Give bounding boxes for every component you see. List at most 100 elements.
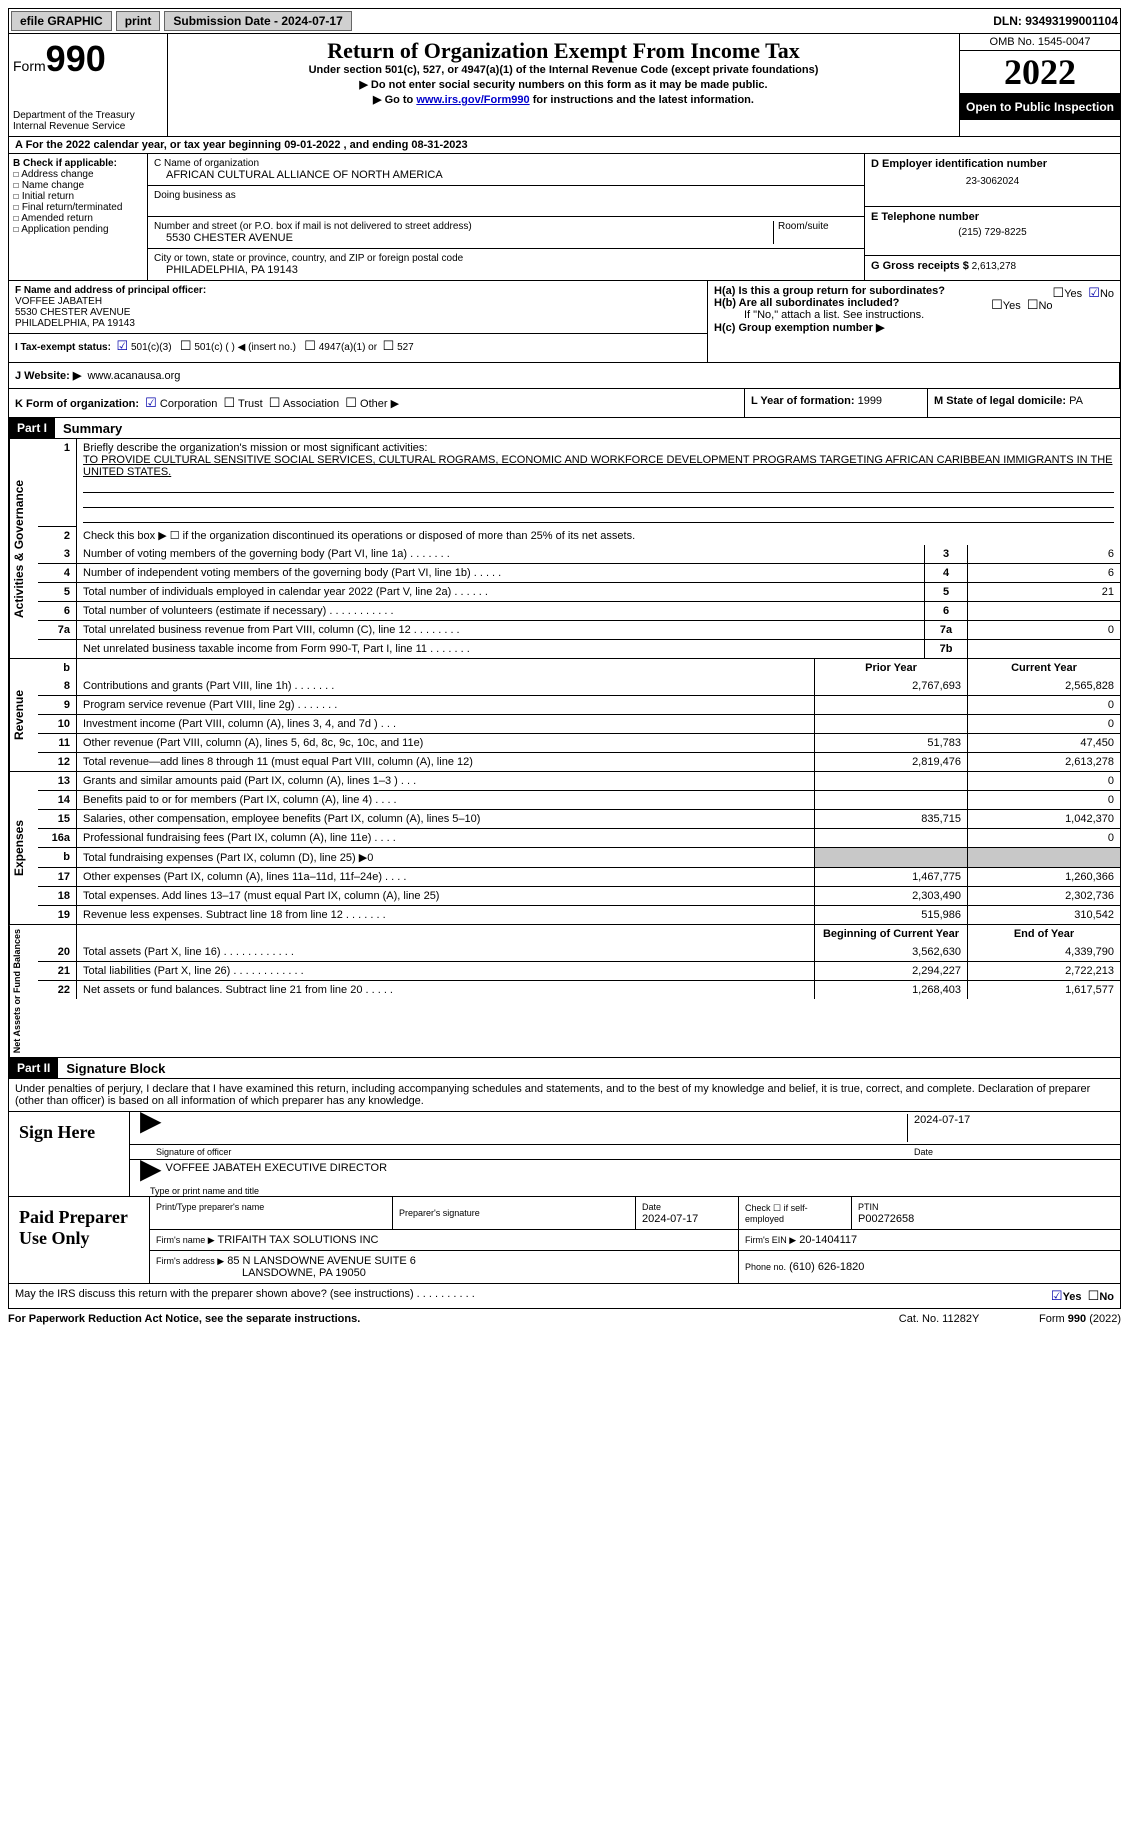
- part1-title: Summary: [55, 421, 122, 436]
- domicile: PA: [1069, 395, 1083, 407]
- discuss-row: May the IRS discuss this return with the…: [8, 1284, 1121, 1309]
- part1-label: Part I: [9, 418, 55, 438]
- firm-ein: 20-1404117: [799, 1234, 857, 1246]
- ein-label: D Employer identification number: [871, 158, 1047, 170]
- section-fh: F Name and address of principal officer:…: [8, 281, 1121, 363]
- cb-name: Name change: [22, 180, 84, 191]
- governance-section: Activities & Governance 1 Briefly descri…: [8, 439, 1121, 659]
- org-name: AFRICAN CULTURAL ALLIANCE OF NORTH AMERI…: [154, 169, 443, 181]
- sig-arrow-icon2: ▶: [136, 1162, 166, 1184]
- officer-name: VOFFEE JABATEH: [15, 296, 102, 307]
- col-end: End of Year: [968, 925, 1121, 943]
- side-revenue: Revenue: [9, 659, 38, 771]
- efile-label: efile GRAPHIC: [11, 11, 112, 31]
- prep-check-label: Check ☐ if self-employed: [739, 1197, 852, 1230]
- row-a-calendar: A For the 2022 calendar year, or tax yea…: [8, 137, 1121, 154]
- irs-label: Internal Revenue Service: [13, 121, 163, 132]
- cb-amended: Amended return: [21, 213, 93, 224]
- form-subtitle: Under section 501(c), 527, or 4947(a)(1)…: [172, 64, 955, 76]
- note-goto-pre: ▶ Go to: [373, 94, 416, 106]
- firm-phone: (610) 626-1820: [789, 1261, 864, 1273]
- org-city: PHILADELPHIA, PA 19143: [154, 264, 298, 276]
- open-inspection: Open to Public Inspection: [960, 94, 1120, 120]
- col-current: Current Year: [968, 659, 1121, 677]
- cb-addr: Address change: [21, 169, 93, 180]
- netassets-section: Net Assets or Fund Balances Beginning of…: [8, 925, 1121, 1058]
- note-goto-post: for instructions and the latest informat…: [530, 94, 754, 106]
- mission-label: Briefly describe the organization's miss…: [83, 442, 427, 454]
- type-name-label: Type or print name and title: [130, 1186, 1120, 1196]
- year-formation-label: L Year of formation:: [751, 395, 855, 407]
- room-label: Room/suite: [774, 221, 858, 244]
- firm-addr1: 85 N LANSDOWNE AVENUE SUITE 6: [227, 1255, 416, 1267]
- side-netassets: Net Assets or Fund Balances: [9, 925, 38, 1057]
- col-beginning: Beginning of Current Year: [815, 925, 968, 943]
- dept-label: Department of the Treasury: [13, 110, 163, 121]
- cat-no: Cat. No. 11282Y: [839, 1313, 1039, 1325]
- row-klm: K Form of organization: Corporation Trus…: [8, 389, 1121, 418]
- irs-link[interactable]: www.irs.gov/Form990: [416, 94, 529, 106]
- form-prefix: Form: [13, 58, 46, 74]
- ha-label: H(a) Is this a group return for subordin…: [714, 285, 945, 297]
- officer-addr2: PHILADELPHIA, PA 19143: [15, 318, 135, 329]
- gross-label: G Gross receipts $: [871, 260, 969, 272]
- sign-here-label: Sign Here: [9, 1112, 130, 1196]
- section-bcd: B Check if applicable: ☐ Address change …: [8, 154, 1121, 281]
- phone: (215) 729-8225: [871, 227, 1114, 238]
- submission-date: Submission Date - 2024-07-17: [164, 11, 351, 31]
- side-governance: Activities & Governance: [9, 439, 38, 658]
- hb-label: H(b) Are all subordinates included?: [714, 297, 899, 309]
- prep-date: 2024-07-17: [642, 1213, 698, 1225]
- form-title: Return of Organization Exempt From Incom…: [172, 38, 955, 64]
- print-button[interactable]: print: [116, 11, 161, 31]
- org-addr: 5530 CHESTER AVENUE: [154, 232, 293, 244]
- note-ssn: ▶ Do not enter social security numbers o…: [172, 78, 955, 91]
- form-footer: Form 990 (2022): [1039, 1313, 1121, 1325]
- form-header: Form990 Department of the Treasury Inter…: [8, 34, 1121, 137]
- website-value: www.acanausa.org: [87, 370, 180, 382]
- top-toolbar: efile GRAPHIC print Submission Date - 20…: [8, 8, 1121, 34]
- prep-sig-label: Preparer's signature: [399, 1208, 629, 1218]
- part2-title: Signature Block: [58, 1061, 165, 1076]
- col-b-label: B Check if applicable:: [13, 158, 117, 169]
- domicile-label: M State of legal domicile:: [934, 395, 1066, 407]
- row-j: J Website: ▶ www.acanausa.org: [8, 363, 1121, 389]
- phone-label: E Telephone number: [871, 211, 979, 223]
- hc-label: H(c) Group exemption number ▶: [714, 322, 884, 334]
- part2-header: Part II Signature Block: [8, 1058, 1121, 1079]
- col-prior: Prior Year: [815, 659, 968, 677]
- website-label: J Website: ▶: [15, 370, 81, 382]
- line2: Check this box ▶ ☐ if the organization d…: [77, 526, 1121, 545]
- omb-number: OMB No. 1545-0047: [960, 34, 1120, 51]
- dba-label: Doing business as: [154, 190, 236, 201]
- sig-arrow-icon: ▶: [136, 1114, 166, 1142]
- name-label: C Name of organization: [154, 158, 259, 169]
- sig-date: 2024-07-17: [907, 1114, 1114, 1142]
- discuss-text: May the IRS discuss this return with the…: [15, 1288, 1051, 1304]
- expenses-section: Expenses 13Grants and similar amounts pa…: [8, 772, 1121, 925]
- paperwork-notice: For Paperwork Reduction Act Notice, see …: [8, 1313, 839, 1325]
- cb-app: Application pending: [21, 224, 108, 235]
- part1-header: Part I Summary: [8, 418, 1121, 439]
- revenue-section: Revenue b Prior Year Current Year 8Contr…: [8, 659, 1121, 772]
- ein: 23-3062024: [871, 176, 1114, 187]
- part2-label: Part II: [9, 1058, 58, 1078]
- officer-addr1: 5530 CHESTER AVENUE: [15, 307, 130, 318]
- firm-addr2: LANSDOWNE, PA 19050: [156, 1267, 366, 1279]
- penalties-text: Under penalties of perjury, I declare th…: [9, 1079, 1120, 1112]
- officer-label: F Name and address of principal officer:: [15, 285, 206, 296]
- city-label: City or town, state or province, country…: [154, 253, 463, 264]
- firm-name: TRIFAITH TAX SOLUTIONS INC: [218, 1234, 379, 1246]
- prep-name-label: Print/Type preparer's name: [156, 1202, 386, 1212]
- hb-note: If "No," attach a list. See instructions…: [714, 309, 1114, 321]
- footer-row: For Paperwork Reduction Act Notice, see …: [8, 1309, 1121, 1329]
- officer-name-title: VOFFEE JABATEH EXECUTIVE DIRECTOR: [166, 1162, 387, 1184]
- addr-label: Number and street (or P.O. box if mail i…: [154, 221, 472, 232]
- form-number: 990: [46, 38, 106, 79]
- cb-final: Final return/terminated: [22, 202, 123, 213]
- date-label: Date: [908, 1147, 1114, 1157]
- paid-preparer-block: Paid Preparer Use Only Print/Type prepar…: [8, 1197, 1121, 1284]
- year-formation: 1999: [858, 395, 882, 407]
- sig-officer-label: Signature of officer: [136, 1147, 908, 1157]
- dln: DLN: 93493199001104: [993, 14, 1118, 28]
